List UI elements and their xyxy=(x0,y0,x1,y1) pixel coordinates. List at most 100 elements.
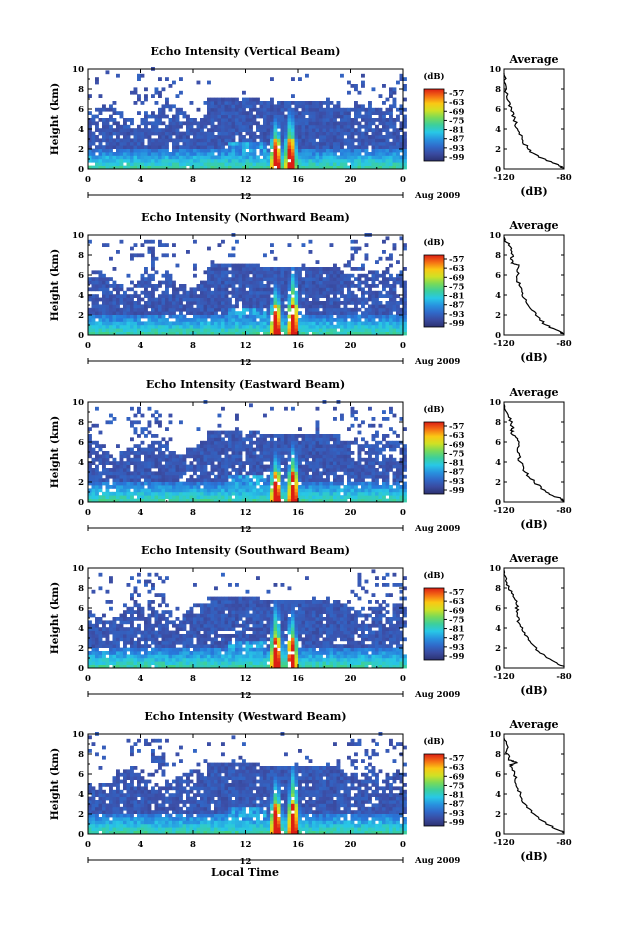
heatmap-cell xyxy=(207,128,211,132)
heatmap-cell xyxy=(392,474,397,479)
heatmap-cell xyxy=(357,267,362,271)
heatmap-cell xyxy=(116,165,120,170)
heatmap-cell xyxy=(221,451,225,455)
heatmap-cell xyxy=(375,270,379,275)
heatmap-cell xyxy=(245,267,250,271)
heatmap-cell xyxy=(382,498,386,503)
heatmap-cell xyxy=(364,158,369,163)
heatmap-cell xyxy=(354,118,358,122)
heatmap-cell xyxy=(382,148,386,153)
y-tick-label: 6 xyxy=(78,271,84,281)
heatmap-cell xyxy=(343,464,348,469)
heatmap-cell xyxy=(364,474,369,479)
heatmap-cell xyxy=(343,468,348,472)
heatmap-cell xyxy=(175,301,180,305)
heatmap-cell xyxy=(161,114,166,119)
heatmap-cell xyxy=(158,301,162,305)
heatmap-cell xyxy=(242,287,246,292)
heatmap-cell xyxy=(172,80,176,85)
heatmap-cell xyxy=(375,111,379,115)
heatmap-cell xyxy=(151,440,155,445)
heatmap-cell xyxy=(298,301,302,305)
heatmap-cell xyxy=(224,280,229,285)
heatmap-cell xyxy=(392,488,397,493)
y-tick-label: 2 xyxy=(78,145,84,155)
heatmap-cell xyxy=(315,162,320,166)
heatmap-cell xyxy=(280,307,285,312)
heatmap-cell xyxy=(175,107,180,112)
heatmap-cell xyxy=(322,284,327,288)
heatmap-cell xyxy=(312,437,316,442)
heatmap-cell xyxy=(217,461,222,465)
heatmap-cell xyxy=(326,451,330,455)
heatmap-cell xyxy=(168,461,173,465)
heatmap-cell xyxy=(207,451,211,455)
heatmap-cell xyxy=(301,118,306,122)
heatmap-cell xyxy=(123,165,127,170)
heatmap-cell xyxy=(263,478,267,482)
heatmap-cell xyxy=(389,464,393,469)
heatmap-cell xyxy=(249,468,253,472)
heatmap-cell xyxy=(357,90,362,95)
heatmap-cell xyxy=(161,138,166,143)
heatmap-cell xyxy=(280,440,285,445)
heatmap-cell xyxy=(144,307,148,312)
heatmap-cell xyxy=(399,280,404,285)
heatmap-cell xyxy=(392,461,397,465)
heatmap-cell xyxy=(403,444,407,448)
heatmap-cell xyxy=(165,301,169,305)
heatmap-cell xyxy=(235,440,239,445)
heatmap-cell xyxy=(221,481,225,486)
heatmap-cell xyxy=(350,253,355,258)
heatmap-cell xyxy=(242,141,246,146)
heatmap-cell xyxy=(109,277,113,281)
heatmap-cell xyxy=(214,314,218,319)
heatmap-cell xyxy=(333,135,337,139)
heatmap-cell xyxy=(116,474,120,479)
heatmap-cell xyxy=(154,471,159,476)
heatmap-cell xyxy=(133,331,138,336)
heatmap-cell xyxy=(147,284,152,288)
heatmap-cell xyxy=(172,243,176,247)
heatmap-cell xyxy=(102,131,106,136)
heatmap-cell xyxy=(228,138,232,143)
heatmap-cell xyxy=(245,307,250,312)
heatmap-cell xyxy=(322,495,327,499)
heatmap-cell xyxy=(112,304,117,309)
heatmap-cell xyxy=(273,128,278,132)
heatmap-cell xyxy=(364,107,369,112)
heatmap-cell xyxy=(112,128,117,132)
heatmap-cell xyxy=(210,121,215,126)
heatmap-cell xyxy=(252,158,257,163)
heatmap-cell xyxy=(168,485,173,489)
heatmap-cell xyxy=(280,290,285,295)
heatmap-cell xyxy=(165,158,169,163)
heatmap-cell xyxy=(147,324,152,329)
heatmap-cell xyxy=(277,141,281,146)
heatmap-cell xyxy=(392,290,397,295)
heatmap-cell xyxy=(252,481,257,486)
heatmap-cell xyxy=(91,118,96,122)
heatmap-cell xyxy=(385,321,390,326)
heatmap-cell xyxy=(312,328,316,332)
heatmap-cell xyxy=(105,141,110,146)
heatmap-cell xyxy=(361,444,365,448)
heatmap-cell xyxy=(109,135,113,139)
heatmap-cell xyxy=(224,495,229,499)
heatmap-cell xyxy=(126,307,131,312)
heatmap-cell xyxy=(315,427,320,431)
heatmap-cell xyxy=(343,440,348,445)
heatmap-cell xyxy=(165,294,169,298)
heatmap-cell xyxy=(193,478,197,482)
heatmap-cell xyxy=(91,270,96,275)
heatmap-cell xyxy=(151,318,155,322)
heatmap-cell xyxy=(280,457,285,462)
heatmap-cell xyxy=(126,311,131,315)
heatmap-cell xyxy=(298,287,302,292)
heatmap-cell xyxy=(368,307,372,312)
heatmap-cell xyxy=(277,158,281,163)
heatmap-cell xyxy=(315,461,320,465)
heatmap-cell xyxy=(347,328,351,332)
heatmap-cell xyxy=(329,461,334,465)
heatmap-cell xyxy=(175,314,180,319)
